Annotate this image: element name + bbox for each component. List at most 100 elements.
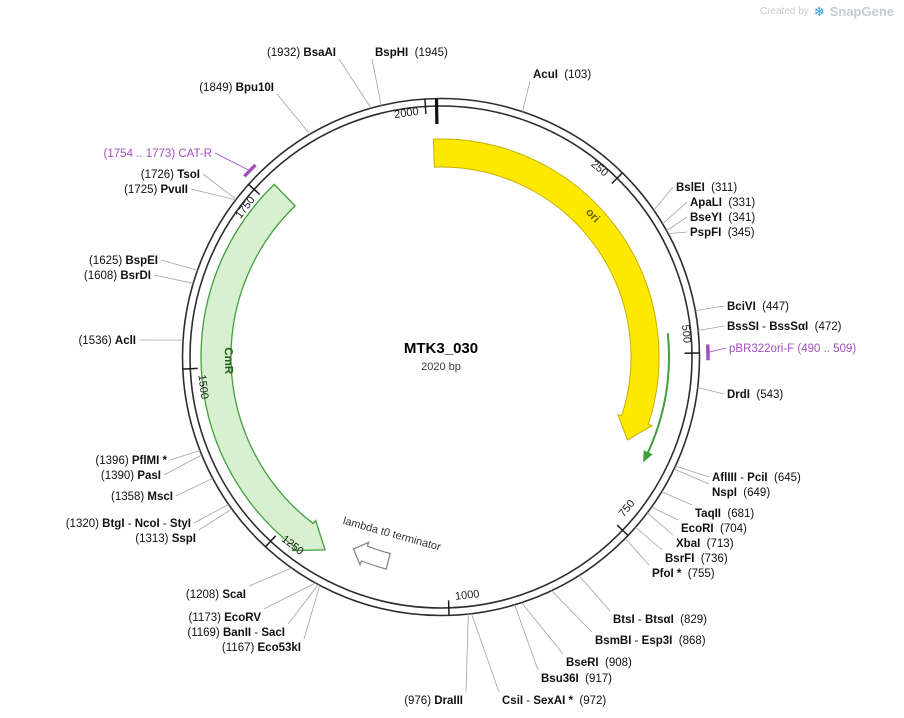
enzyme-label: (1313) SspI [135, 533, 196, 545]
enzyme-label: AcuI (103) [533, 69, 591, 81]
enzyme-label: (1608) BsrDI [84, 270, 151, 282]
enzyme-label: (1625) BspEI [89, 255, 158, 267]
leader-line [193, 504, 229, 524]
enzyme-label: BspHI (1945) [375, 47, 448, 59]
watermark-created-by-text: Created by [759, 6, 809, 17]
enzyme-label: BslEI (311) [676, 182, 737, 194]
enzyme-label: PfoI * (755) [652, 568, 715, 580]
leader-line [695, 305, 725, 311]
leader-line [647, 512, 674, 536]
leader-line [175, 477, 213, 497]
leader-line [202, 173, 237, 200]
ori-direction-feature-arrowhead [643, 450, 653, 463]
ori-feature-arrow [432, 138, 660, 441]
plasmid-size: 2020 bp [421, 361, 461, 373]
leader-line [668, 231, 688, 234]
leader-lines-group [138, 58, 727, 693]
ori-direction-feature-line [646, 333, 671, 455]
enzyme-label: XbaI (713) [676, 538, 734, 550]
enzyme-label: PspFI (345) [690, 227, 755, 239]
enzyme-label: NspI (649) [712, 487, 770, 499]
enzyme-label: (1358) MscI [111, 491, 173, 503]
tick-mark [611, 172, 623, 185]
leader-line [338, 58, 372, 109]
primer-label: pBR322ori-F (490 .. 509) [729, 343, 856, 355]
enzyme-label: BseRI (908) [566, 657, 632, 669]
enzyme-label: BsrFI (736) [665, 553, 728, 565]
primer-label: (1754 .. 1773) CAT-R [104, 148, 212, 160]
enzyme-label: BciVI (447) [727, 301, 789, 313]
enzyme-label: (1536) AclI [78, 335, 136, 347]
leader-line [521, 602, 564, 655]
leader-line [673, 468, 710, 485]
tick-label: 1000 [454, 588, 480, 603]
enzyme-label: Bsu36I (917) [541, 673, 612, 685]
leader-line [214, 152, 251, 172]
leader-line [160, 259, 198, 271]
enzyme-label: ApaLI (331) [690, 197, 755, 209]
enzyme-label: BtsI - BtsαI (829) [613, 614, 707, 626]
leader-line [248, 567, 292, 587]
enzyme-label: (1208) ScaI [186, 589, 246, 601]
enzyme-label: TaqII (681) [695, 508, 754, 520]
leader-line [287, 584, 319, 625]
tick-label: 1500 [195, 374, 210, 400]
leader-line [666, 216, 688, 232]
enzyme-label: (1169) BanII - SacI [187, 627, 285, 639]
cmr-feature-arrow [200, 183, 326, 552]
plasmid-outer-circle [181, 97, 701, 617]
leader-line [303, 585, 321, 640]
plasmid-inner-circle [189, 105, 693, 609]
enzyme-label: (1320) BtgI - NcoI - StyI [66, 518, 191, 530]
enzyme-label: (1390) PasI [101, 470, 161, 482]
tick-mark [182, 367, 198, 370]
leader-line [707, 347, 727, 353]
enzyme-label: (1726) TsoI [141, 169, 200, 181]
enzyme-label: (1173) EcoRV [189, 612, 262, 624]
enzyme-label: BssSI - BssSαI (472) [727, 321, 842, 333]
leader-line [169, 450, 201, 461]
primer-site-mark [243, 163, 257, 178]
tick-label: 500 [679, 324, 693, 343]
tick-mark [616, 524, 629, 537]
enzyme-label: BseYI (341) [690, 212, 755, 224]
enzyme-label: (1396) PflMI * [95, 455, 167, 467]
leader-line [465, 614, 469, 693]
tick-label: 250 [588, 158, 610, 179]
enzyme-label: CsiI - SexAI * (972) [502, 695, 606, 707]
leader-line [662, 201, 688, 225]
cmr-label: CmR [222, 347, 234, 375]
plasmid-name: MTK3_030 [404, 340, 478, 357]
leader-line [578, 575, 611, 612]
leader-line [661, 491, 693, 506]
enzyme-label: (1932) BsaAI [267, 47, 336, 59]
leader-line [371, 58, 382, 106]
leader-line [635, 526, 663, 551]
leader-line [697, 387, 725, 395]
leader-line [163, 454, 202, 476]
snapgene-logo-icon: ❄ [813, 4, 825, 19]
enzyme-label: (976) DraIII [404, 695, 463, 707]
leader-line [698, 325, 725, 331]
watermark-brand-text: SnapGene [829, 4, 894, 19]
leader-line [651, 506, 679, 521]
leader-line [653, 186, 674, 211]
enzyme-label: (1849) Bpu10I [199, 82, 274, 94]
leader-line [190, 188, 236, 201]
tick-mark [248, 183, 261, 195]
leader-line [551, 590, 593, 633]
leader-line [522, 80, 531, 112]
leader-line [198, 508, 233, 531]
tick-mark [264, 535, 277, 548]
leader-line [514, 604, 539, 671]
leader-line [153, 274, 194, 284]
leader-line [276, 93, 311, 135]
snapgene-watermark: Created by ❄ SnapGene [760, 4, 894, 19]
leader-line [624, 538, 650, 566]
lambda-t0-terminator-feature-arrow [352, 541, 391, 570]
enzyme-label: EcoRI (704) [681, 523, 747, 535]
